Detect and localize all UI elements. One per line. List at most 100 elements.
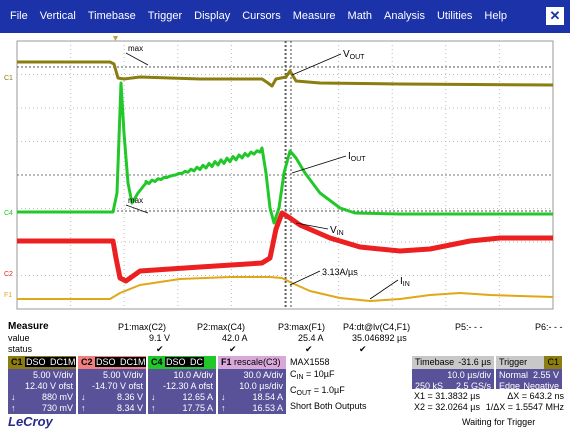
menu-item-trigger[interactable]: Trigger [147,10,183,22]
note-cin: CIN = 10µF [290,368,367,384]
row-label: ↓ [81,392,86,402]
measure-param-status: ✔ [229,344,237,354]
note-part: MAX1558 [290,357,330,367]
measure-param-status: ✔ [305,344,313,354]
row-label: ↑ [81,403,86,413]
row-label: ↑ [11,403,16,413]
channel-panel-body: 5.00 V/div 12.40 V ofst ↓ 880 mV ↑ 730 mV [8,369,76,414]
note-main: C [290,385,297,395]
measure-param-name[interactable]: P2:max(C4) [197,322,246,332]
trigger-panel[interactable]: Trigger C1 Normal 2.55 V Edge Negative [496,356,562,391]
channel-panel-c4[interactable]: C4 DSO DC 10.0 A/div -12.30 A ofst ↓ 12.65 A… [148,356,216,414]
measure-param-name[interactable]: P1:max(C2) [118,322,167,332]
row-value: 10.0 µs/div [239,381,283,391]
panel-header-value: -31.6 µs [458,357,491,367]
row-value: 10.0 µs/div [447,370,491,380]
row-value: 730 mV [41,403,73,413]
marker-c1: C1 [4,75,13,82]
row-value: 12.40 V ofst [24,381,73,391]
coupling-badge: rescale(C3) [234,357,281,367]
panel-title: Timebase [415,357,455,367]
label-max-2: max [128,196,143,205]
cursor-readout: X1 = 31.3832 µs ΔX = 643.2 ns X2 = 32.0264… [414,391,564,413]
row-value: 8.34 V [116,403,143,413]
channel-panel-c2[interactable]: C2 DSO DC1M 5.00 V/div -14.70 V ofst ↓ 8.36 … [78,356,146,414]
marker-c2: C2 [4,271,13,278]
channel-tag: F1 [221,357,235,367]
row-value: 30.0 A/div [243,370,283,380]
measure-row-status-label: status [8,344,33,354]
channel-panel-header: F1 rescale(C3) [218,356,286,369]
row-value: 5.00 V/div [32,370,73,380]
row-value: -14.70 V ofst [91,381,143,391]
cursor-dx-value: ΔX = 643.2 ns [507,391,564,401]
menu-item-math[interactable]: Math [347,10,372,22]
channel-tag: C4 [151,357,166,367]
menu-item-utilities[interactable]: Utilities [436,10,473,22]
cursor-inv-value: 1/ΔX = 1.5547 MHz [485,402,564,412]
dso-badge: DSO [25,357,50,367]
channel-panel-body: 10.0 A/div -12.30 A ofst ↓ 12.65 A ↑ 17.75 A [148,369,216,414]
row-value: -12.30 A ofst [162,381,213,391]
trigger-panel-header: Trigger C1 [496,356,562,369]
footer: LeCroy Waiting for Trigger [0,414,570,430]
row-label: Edge [499,381,521,391]
label-vout: VOUT [343,49,365,61]
marker-c4: C4 [4,210,13,217]
coupling-badge: DC [189,357,205,367]
measure-param-status: ✔ [359,344,367,354]
timebase-panel[interactable]: Timebase -31.6 µs 10.0 µs/div 250 kS 2.5 GS/… [412,356,494,391]
measure-param-value: 9.1 V [149,333,171,343]
marker-f1: F1 [4,292,12,299]
row-value: 12.65 A [182,392,213,402]
cursor-x2-value: X2 = 32.0264 µs [414,402,480,412]
row-value: 10.0 A/div [173,370,213,380]
trace-c4-iout [17,81,553,225]
menu-item-timebase[interactable]: Timebase [87,10,136,22]
close-icon[interactable]: ✕ [546,7,564,25]
label-vin: VIN [330,225,344,237]
cursor-x1-value: X1 = 31.3832 µs [414,391,480,401]
measure-param-name[interactable]: P5:- - - [455,322,483,332]
channel-panel-header: C2 DSO DC1M [78,356,146,369]
row-value: 2.5 GS/s [455,381,491,391]
row-value: 16.53 A [252,403,283,413]
menu-item-analysis[interactable]: Analysis [384,10,425,22]
menu-item-display[interactable]: Display [194,10,231,22]
trigger-panel-body: Normal 2.55 V Edge Negative [496,369,562,391]
circuit-notes: MAX1558 CIN = 10µF COUT = 1.0µF Short Both … [290,356,367,412]
row-value: Negative [523,381,559,391]
menu-item-measure[interactable]: Measure [292,10,336,22]
measure-param-name[interactable]: P6:- - - [535,322,563,332]
measure-param-value: 25.4 A [298,333,324,343]
channel-panel-f1[interactable]: F1 rescale(C3) 30.0 A/div 10.0 µs/div ↓ 18.5… [218,356,286,414]
menu-bar: File Vertical Timebase Trigger Display Cursor… [0,0,570,33]
row-label: ↑ [151,403,156,413]
measure-param-value: 42.0 A [222,333,248,343]
row-value: 880 mV [41,392,73,402]
menu-item-file[interactable]: File [10,10,28,22]
panel-header-value: C1 [544,356,562,369]
label-slope: 3.13A/µs [322,267,358,277]
dso-badge: DSO [95,357,120,367]
measure-param-name[interactable]: P4:dt@lv(C4,F1) [343,322,411,332]
measure-table: Measure value status P1:max(C2) 9.1 V ✔ P2:max… [0,318,570,354]
row-label: ↓ [221,392,226,402]
trace-c2-vin [17,210,553,284]
menu-item-cursors[interactable]: Cursors [242,10,281,22]
label-iin: IIN [400,276,410,288]
menu-item-vertical[interactable]: Vertical [39,10,76,22]
measure-param-status: ✔ [156,344,164,354]
timebase-panel-header: Timebase -31.6 µs [412,356,494,369]
panel-title: Trigger [499,357,528,367]
trace-f1-iin [17,276,554,302]
channel-tag: C2 [81,357,96,367]
row-label: ↓ [151,392,156,402]
channel-panel-c1[interactable]: C1 DSO DC1M 5.00 V/div 12.40 V ofst ↓ 880 mV… [8,356,76,414]
note-short: Short Both Outputs [290,401,367,411]
measure-param-value: 35.046892 µs [352,333,407,343]
note-main: C [290,369,297,379]
menu-item-help[interactable]: Help [484,10,508,22]
trigger-position-marker [113,36,118,41]
measure-param-name[interactable]: P3:max(F1) [278,322,326,332]
